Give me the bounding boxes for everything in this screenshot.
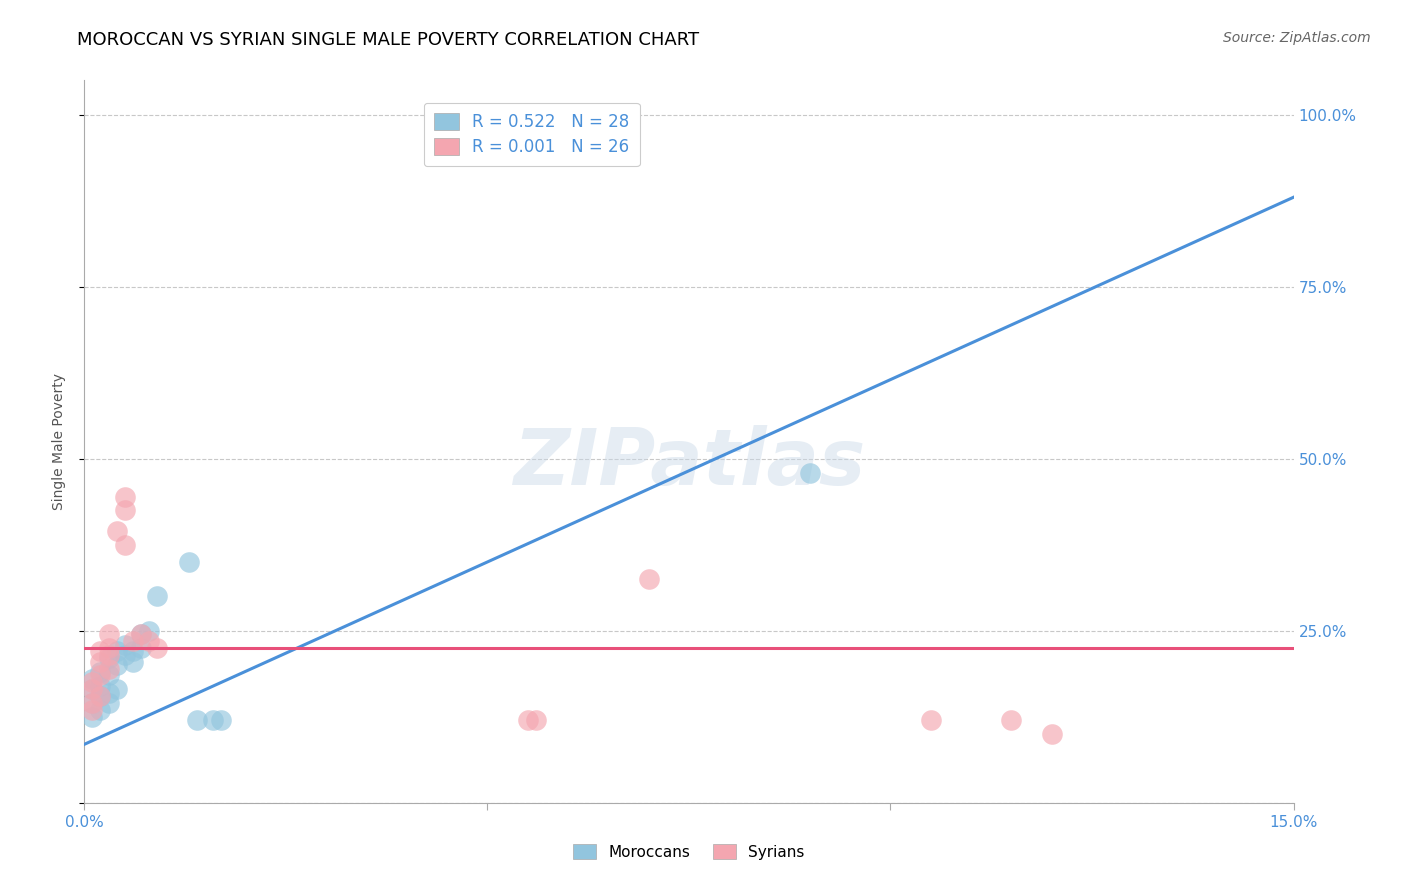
Point <box>89 665 111 679</box>
Y-axis label: Single Male Poverty: Single Male Poverty <box>52 373 66 510</box>
Point <box>89 689 111 703</box>
Text: MOROCCAN VS SYRIAN SINGLE MALE POVERTY CORRELATION CHART: MOROCCAN VS SYRIAN SINGLE MALE POVERTY C… <box>77 31 699 49</box>
Point <box>82 703 104 717</box>
Point <box>89 679 111 693</box>
Point <box>179 555 201 569</box>
Point <box>97 651 120 665</box>
Text: ZIPatlas: ZIPatlas <box>513 425 865 501</box>
Point <box>146 590 169 604</box>
Point <box>105 644 128 658</box>
Point <box>89 689 111 703</box>
Point <box>97 696 120 710</box>
Point <box>97 648 120 662</box>
Point <box>799 466 821 480</box>
Point <box>114 503 136 517</box>
Point <box>89 668 111 682</box>
Point <box>516 713 538 727</box>
Point <box>97 668 120 682</box>
Point <box>121 634 143 648</box>
Point <box>82 675 104 690</box>
Point <box>82 710 104 724</box>
Point <box>105 524 128 538</box>
Point <box>89 655 111 669</box>
Legend: Moroccans, Syrians: Moroccans, Syrians <box>565 836 813 867</box>
Point <box>82 682 104 697</box>
Point <box>1040 727 1063 741</box>
Point <box>89 703 111 717</box>
Point <box>524 713 547 727</box>
Point <box>121 644 143 658</box>
Point <box>105 658 128 673</box>
Point <box>138 634 160 648</box>
Point <box>114 638 136 652</box>
Point <box>202 713 225 727</box>
Point <box>82 682 104 697</box>
Point <box>637 572 659 586</box>
Point <box>186 713 208 727</box>
Text: Source: ZipAtlas.com: Source: ZipAtlas.com <box>1223 31 1371 45</box>
Point <box>209 713 232 727</box>
Point <box>114 538 136 552</box>
Point <box>97 686 120 700</box>
Point <box>114 648 136 662</box>
Point <box>129 640 152 655</box>
Point <box>114 490 136 504</box>
Point <box>121 655 143 669</box>
Point <box>129 627 152 641</box>
Point <box>97 662 120 676</box>
Point <box>146 640 169 655</box>
Point <box>97 627 120 641</box>
Point <box>97 640 120 655</box>
Point <box>1000 713 1022 727</box>
Point <box>82 696 104 710</box>
Point <box>920 713 942 727</box>
Point <box>82 696 104 710</box>
Point <box>89 644 111 658</box>
Point <box>138 624 160 638</box>
Point <box>105 682 128 697</box>
Point <box>129 627 152 641</box>
Point <box>82 672 104 686</box>
